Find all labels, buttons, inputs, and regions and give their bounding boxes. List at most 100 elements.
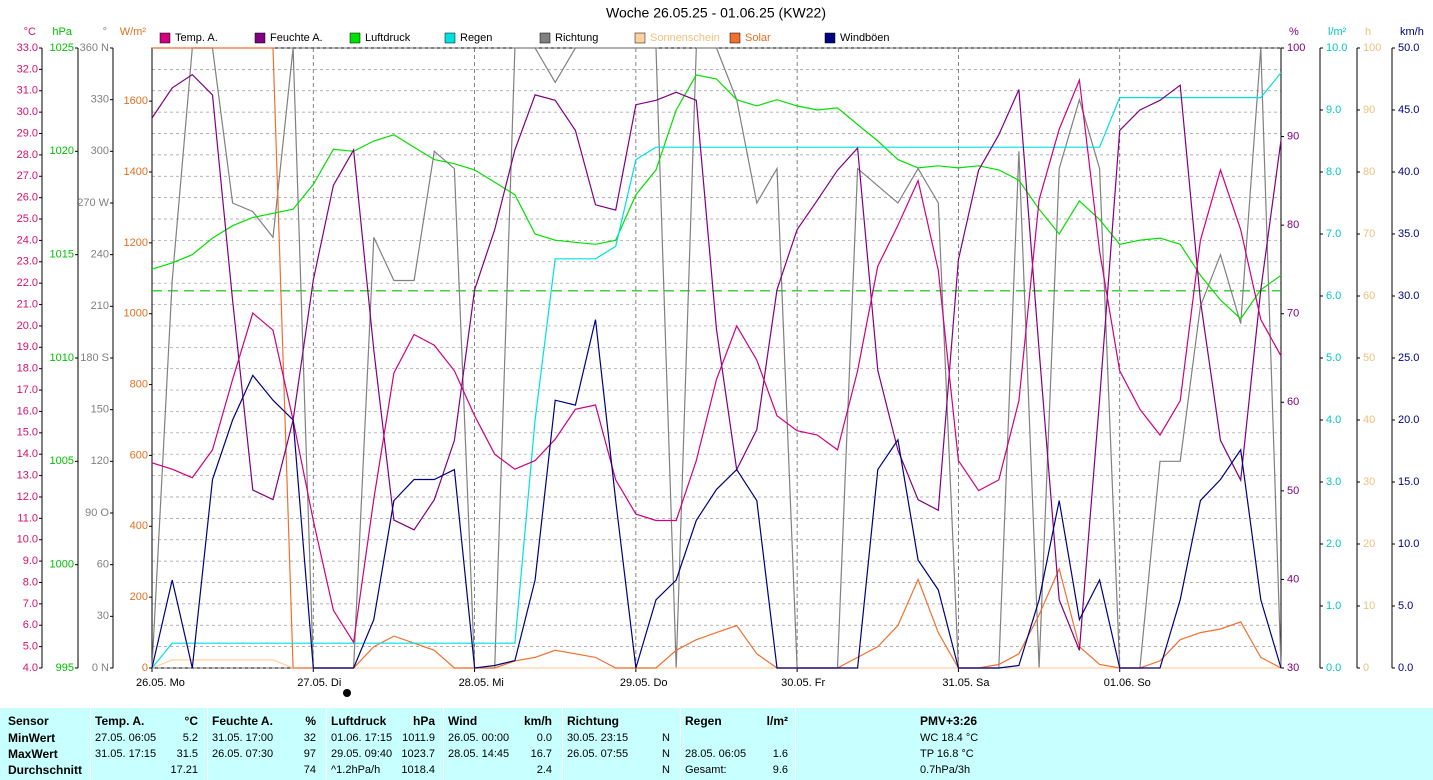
legend-swatch [539,32,551,44]
tick-label: 200 [130,591,148,603]
cell-value: N [662,764,670,776]
tick-label: 7.0 [23,598,38,610]
tick-label: 40.0 [1398,166,1419,178]
column-unit: % [305,714,316,728]
tick-label: 9.0 [23,555,38,567]
column-separator [207,708,208,780]
cell-value: N [662,732,670,744]
cell-time: 27.05. 06:05 [95,732,157,744]
column-header: Richtung [567,714,619,728]
tick-label: 28.0 [17,149,38,161]
cell-time: 30.05. 23:15 [567,732,629,744]
tick-label: 15.0 [17,427,38,439]
cell-time: 28.05. 06:05 [685,748,747,760]
tick-label: 21.0 [17,298,38,310]
cell-value: 74 [303,764,316,776]
column-header: Sensor [8,714,49,728]
x-tick-label: 29.05. Do [620,677,668,689]
tick-label: 1005 [50,455,74,467]
tick-label: 30 [97,610,109,622]
axis-unit: h [1365,26,1371,38]
tick-label: 60 [1363,290,1375,302]
day-marker [343,689,351,697]
cell-time: 26.05. 07:55 [567,748,629,760]
legend-label: Solar [745,32,771,44]
x-tick-label: 31.05. Sa [942,677,990,689]
cell-value: 31.5 [176,748,198,760]
tick-label: 400 [130,520,148,532]
column-header: Wind [448,714,478,728]
tick-label: 270 W [77,197,109,209]
tick-label: 15.0 [1398,476,1419,488]
tick-label: 1015 [50,249,74,261]
column-header: Feuchte A. [212,714,273,728]
column-separator [680,708,681,780]
column-separator [443,708,444,780]
tick-label: 60 [1287,396,1299,408]
tick-label: 180 S [80,352,109,364]
cell-time: ^1.2hPa/h [331,764,381,776]
tick-label: 90 [1287,130,1299,142]
tick-label: 20.0 [1398,414,1419,426]
legend-label: Windböen [840,32,890,44]
cell-value: 1018.4 [401,764,435,776]
plot-area [151,47,1282,669]
cell-time: 31.05. 17:00 [212,732,274,744]
tick-label: 60 [97,559,109,571]
cell-value: 1.6 [772,748,788,760]
x-tick-label: 27.05. Di [297,677,341,689]
tick-label: 5.0 [1398,600,1413,612]
tick-label: 1200 [124,237,148,249]
tick-label: 1400 [124,166,148,178]
tick-label: 300 [91,145,109,157]
tick-label: 995 [56,662,74,674]
legend-label: Regen [460,32,492,44]
series-line [151,319,1282,669]
tick-label: 1.0 [1326,600,1341,612]
tick-label: 1000 [50,559,74,571]
cell-time: 01.06. 17:15 [331,732,393,744]
tick-label: 330 [91,94,109,106]
tick-label: 10 [1363,600,1375,612]
tick-label: 32.0 [17,63,38,75]
tick-label: 50.0 [1398,42,1419,54]
series-line [151,74,1282,320]
tick-label: 0.0 [1398,662,1413,674]
cell-time: 26.05. 07:30 [212,748,274,760]
tick-label: 29.0 [17,127,38,139]
cell-text: WC 18.4 °C [920,732,979,744]
cell-value: 0.0 [536,732,552,744]
cell-value: 97 [303,748,316,760]
legend-label: Feuchte A. [270,32,323,44]
cell-time: 28.05. 14:45 [448,748,510,760]
tick-label: 0.0 [1326,662,1341,674]
axis-unit: W/m² [120,26,147,38]
cell-value: 9.6 [772,764,788,776]
tick-label: 80 [1363,166,1375,178]
axis-unit: ° [103,26,107,38]
cell-time: 29.05. 09:40 [331,748,393,760]
cell-time: Gesamt: [685,764,727,776]
cell-text: TP 16.8 °C [920,748,974,760]
legend-label: Sonnenschein [650,32,720,44]
tick-label: 24.0 [17,234,38,246]
chart: Woche 26.05.25 - 01.06.25 (KW22) °C 4.0 5.… [17,5,1424,697]
tick-label: 800 [130,378,148,390]
row-label: MinWert [8,731,56,745]
tick-label: 120 [91,455,109,467]
x-tick-label: 26.05. Mo [136,677,185,689]
tick-label: 0 [142,662,148,674]
tick-label: 30 [1363,476,1375,488]
legend-label: Richtung [555,32,598,44]
tick-label: 6.0 [23,619,38,631]
tick-label: 50 [1363,352,1375,364]
tick-label: 22.0 [17,277,38,289]
column-header: PMV+3:26 [920,714,978,728]
legend-swatch [824,32,836,44]
tick-label: 40 [1287,573,1299,585]
tick-label: 10.0 [17,534,38,546]
axis-unit: l/m² [1328,26,1347,38]
tick-label: 9.0 [1326,104,1341,116]
tick-label: 600 [130,449,148,461]
